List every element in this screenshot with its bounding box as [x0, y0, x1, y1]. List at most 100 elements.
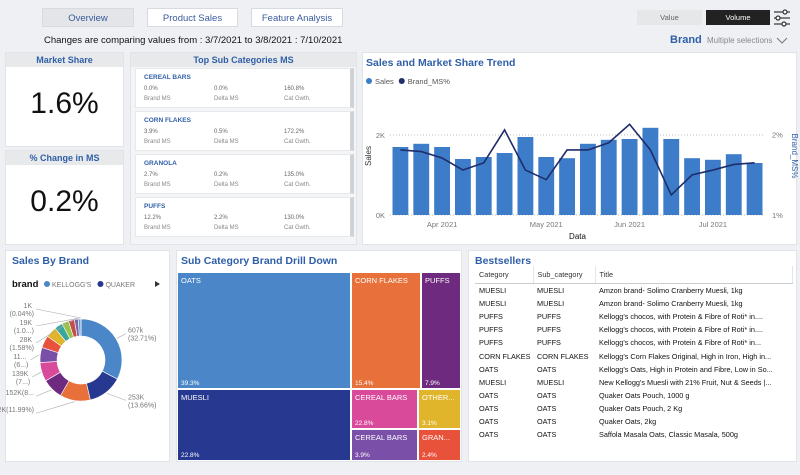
metric-label: Brand MS	[144, 182, 171, 188]
bar	[642, 127, 659, 215]
table-row: CORN FLAKES CORN FLAKES Kellogg's Corn Fla…	[475, 349, 793, 362]
tile-label: OTHER...	[422, 393, 455, 402]
table-cell: PUFFS	[479, 338, 503, 348]
bar	[663, 139, 680, 215]
kpi-title: % Change in MS	[6, 151, 123, 165]
table-cell: OATS	[537, 416, 557, 426]
y-axis-label: Sales	[364, 146, 373, 166]
column-header: Sub_category	[533, 266, 596, 284]
bar	[684, 158, 700, 215]
table-cell: Kellogg's chocos, with Protein & Fibre o…	[599, 312, 764, 322]
data-label: 28K (1.58%)	[9, 337, 34, 352]
label-leader	[35, 389, 52, 397]
metric-value: 130.0%	[284, 215, 305, 221]
dropdown-chevron[interactable]	[776, 37, 788, 45]
y-tick-label: 2K	[376, 131, 385, 140]
table-cell: Amzon brand- Solimo Cranberry Muesli, 1k…	[599, 286, 743, 296]
bar	[725, 154, 742, 215]
filter-value[interactable]: Multiple selections	[707, 36, 773, 45]
label-leader	[35, 317, 80, 327]
x-tick-label: Apr 2021	[427, 220, 457, 229]
table-cell: Quaker Oats Pouch, 2 Kg	[599, 403, 683, 413]
table-cell: Amzon brand- Solimo Cranberry Muesli, 1k…	[599, 299, 743, 309]
legend-marker	[366, 78, 372, 84]
sub-category-card: CEREAL BARS 0.0% Brand MS 0.0% Delta MS 160.8…	[135, 68, 354, 108]
table-cell: Saffola Masala Oats, Classic Masala, 500…	[599, 430, 738, 440]
table-row: OATS OATS Saffola Masala Oats, Classic Mas…	[475, 428, 793, 441]
tab[interactable]: Product Sales	[147, 8, 238, 27]
tab[interactable]: Feature Analysis	[251, 8, 343, 27]
toggle-option[interactable]: Volume	[706, 10, 770, 25]
bar	[746, 163, 763, 215]
y2-axis-label: Brand_MS%	[790, 134, 799, 179]
table-row: OATS OATS Quaker Oats, 2kg	[475, 414, 793, 429]
bar	[413, 143, 430, 215]
label-leader	[35, 308, 81, 319]
tile-label: OATS	[181, 276, 201, 285]
table-row: PUFFS PUFFS Kellogg's chocos, with Protein…	[475, 323, 793, 336]
line	[400, 123, 755, 197]
table-row: OATS OATS Kellogg's Oats, High in Protein …	[475, 362, 793, 376]
y2-tick-label: 1%	[772, 211, 783, 220]
panel-title: Top Sub Categories MS	[131, 53, 356, 67]
x-axis-label: Data	[569, 232, 586, 241]
tile-value: 7.9%	[425, 380, 440, 387]
panel-title: Sales and Market Share Trend	[366, 57, 516, 69]
table-row: MUESLI MUESLI Amzon brand- Solimo Cranberr…	[475, 283, 793, 298]
metric-label: Delta MS	[214, 182, 239, 188]
metric-value: 0.2%	[214, 172, 228, 178]
tile-label: MUESLI	[181, 393, 209, 402]
label-leader	[116, 333, 127, 339]
tile-label: CORN FLAKES	[355, 276, 408, 285]
metric-label: Cat Gwth.	[284, 182, 311, 188]
column-header: Category	[475, 266, 534, 284]
toggle-option[interactable]: Value	[637, 10, 702, 25]
metric-label: Delta MS	[214, 139, 239, 145]
bar	[559, 158, 575, 215]
table-cell: MUESLI	[479, 377, 507, 387]
table-cell: MUESLI	[537, 299, 565, 309]
legend-label: QUAKER	[105, 282, 135, 289]
x-tick-label: Jul 2021	[699, 220, 727, 229]
metric-value: 160.8%	[284, 86, 305, 92]
table-cell: PUFFS	[479, 325, 503, 335]
metric-value: 3.9%	[144, 129, 158, 135]
bar	[455, 159, 471, 215]
kpi-card: % Change in MS 0.2%	[5, 150, 124, 245]
table-row: MUESLI MUESLI Amzon brand- Solimo Cranberr…	[475, 297, 793, 310]
sub-category-name: PUFFS	[144, 203, 166, 210]
kpi-value: 1.6%	[30, 87, 99, 120]
sub-category-card: PUFFS 12.2% Brand MS 2.2% Delta MS 130.0% Cat …	[135, 197, 354, 237]
metric-label: Delta MS	[214, 225, 239, 231]
treemap-tile	[178, 273, 350, 388]
metric-label: Cat Gwth.	[284, 96, 311, 102]
table-cell: OATS	[479, 416, 499, 426]
table-row: PUFFS PUFFS Kellogg's chocos, with Protein…	[475, 336, 793, 350]
table-cell: MUESLI	[479, 299, 507, 309]
data-label: 1K (0.04%)	[9, 303, 34, 318]
tile-label: CEREAL BARS	[355, 393, 407, 402]
tile-label: CEREAL BARS	[355, 433, 407, 442]
tab[interactable]: Overview	[42, 8, 134, 27]
kpi-value: 0.2%	[30, 185, 99, 218]
filter-icon[interactable]	[773, 9, 791, 27]
metric-label: Delta MS	[214, 96, 239, 102]
bar	[705, 159, 721, 215]
data-label: 607k (32.71%)	[128, 328, 156, 343]
table-row: OATS OATS Quaker Oats Pouch, 1000 g	[475, 388, 793, 402]
table-cell: PUFFS	[479, 312, 503, 322]
table-cell: OATS	[479, 430, 499, 440]
label-leader	[35, 401, 75, 414]
tile-value: 3.1%	[422, 420, 437, 427]
tile-value: 2.4%	[422, 452, 437, 459]
table-cell: MUESLI	[479, 286, 507, 296]
table-cell: PUFFS	[537, 312, 561, 322]
treemap-tile	[419, 390, 460, 428]
metric-value: 172.2%	[284, 129, 305, 135]
metric-label: Brand MS	[144, 225, 171, 231]
tile-label: PUFFS	[425, 276, 450, 285]
y2-tick-label: 2%	[772, 131, 783, 140]
table-cell: OATS	[479, 364, 499, 374]
legend-next	[155, 281, 160, 287]
